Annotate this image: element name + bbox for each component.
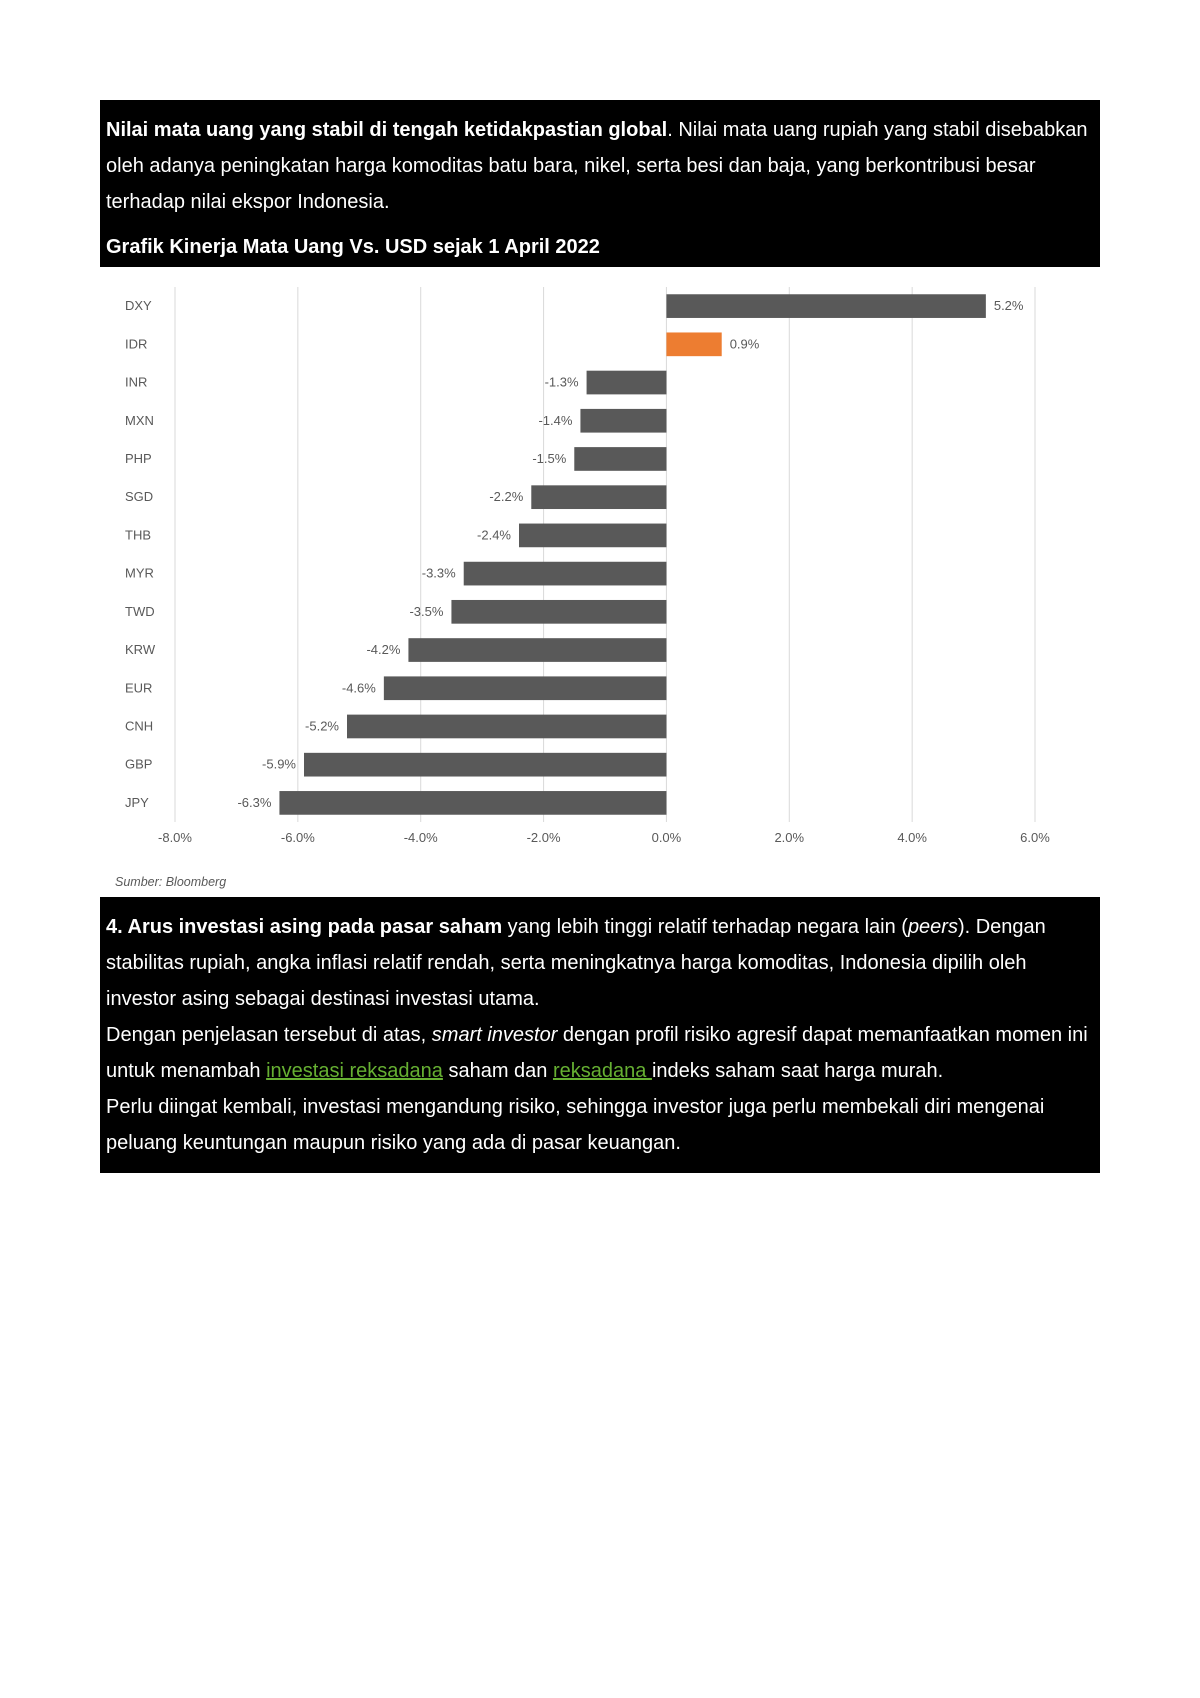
- value-label: -4.2%: [366, 642, 400, 657]
- bar-php: [574, 447, 666, 471]
- y-axis-label: IDR: [125, 336, 147, 351]
- bar-eur: [384, 676, 667, 700]
- chart-title: Grafik Kinerja Mata Uang Vs. USD sejak 1…: [100, 232, 1100, 267]
- bar-inr: [587, 371, 667, 395]
- x-axis-label: -2.0%: [527, 830, 561, 845]
- y-axis-label: MYR: [125, 566, 154, 581]
- y-axis-label: JPY: [125, 795, 149, 810]
- body-p1-italic: peers: [908, 916, 958, 938]
- bar-krw: [408, 638, 666, 662]
- bar-thb: [519, 524, 666, 548]
- y-axis-label: EUR: [125, 680, 152, 695]
- value-label: -1.5%: [532, 451, 566, 466]
- value-label: -5.2%: [305, 718, 339, 733]
- x-axis-label: -8.0%: [158, 830, 192, 845]
- bar-mxn: [580, 409, 666, 433]
- value-label: -5.9%: [262, 757, 296, 772]
- bar-cnh: [347, 715, 666, 739]
- bar-gbp: [304, 753, 666, 777]
- x-axis-label: 0.0%: [652, 830, 682, 845]
- value-label: 5.2%: [994, 298, 1024, 313]
- chart-svg: DXY 5.2% IDR 0.9% INR -1.3% MXN -1.4% PHP -1.5% SG…: [115, 277, 1085, 852]
- body-p1-bold: 4. Arus investasi asing pada pasar saham: [106, 916, 502, 938]
- y-axis-label: KRW: [125, 642, 156, 657]
- bar-twd: [451, 600, 666, 624]
- y-axis-label: CNH: [125, 718, 153, 733]
- value-label: -4.6%: [342, 680, 376, 695]
- y-axis-label: THB: [125, 527, 151, 542]
- y-axis-label: TWD: [125, 604, 155, 619]
- x-axis-label: 2.0%: [774, 830, 804, 845]
- value-label: -3.5%: [409, 604, 443, 619]
- bar-dxy: [666, 294, 985, 318]
- x-axis-label: -4.0%: [404, 830, 438, 845]
- y-axis-label: SGD: [125, 489, 153, 504]
- body-text: 4. Arus investasi asing pada pasar saham…: [100, 897, 1100, 1173]
- bar-myr: [464, 562, 667, 586]
- value-label: -2.4%: [477, 527, 511, 542]
- bar-idr: [666, 332, 721, 356]
- body-p3: Perlu diingat kembali, investasi mengand…: [106, 1089, 1094, 1161]
- value-label: -6.3%: [237, 795, 271, 810]
- link-investasi-reksadana[interactable]: investasi reksadana: [266, 1060, 443, 1082]
- body-p2-d: indeks saham saat harga murah.: [652, 1060, 943, 1082]
- x-axis-label: 6.0%: [1020, 830, 1050, 845]
- body-p2-italic: smart investor: [432, 1024, 558, 1046]
- value-label: -2.2%: [489, 489, 523, 504]
- intro-bold: Nilai mata uang yang stabil di tengah ke…: [106, 119, 667, 141]
- body-p1-a: yang lebih tinggi relatif terhadap negar…: [502, 916, 908, 938]
- bar-sgd: [531, 485, 666, 509]
- value-label: -1.3%: [545, 375, 579, 390]
- value-label: 0.9%: [730, 336, 760, 351]
- y-axis-label: GBP: [125, 757, 152, 772]
- chart-source: Sumber: Bloomberg: [100, 857, 1100, 897]
- value-label: -3.3%: [422, 566, 456, 581]
- bar-jpy: [279, 791, 666, 815]
- x-axis-label: -6.0%: [281, 830, 315, 845]
- currency-chart: DXY 5.2% IDR 0.9% INR -1.3% MXN -1.4% PHP -1.5% SG…: [100, 267, 1100, 857]
- y-axis-label: MXN: [125, 413, 154, 428]
- y-axis-label: INR: [125, 375, 147, 390]
- value-label: -1.4%: [538, 413, 572, 428]
- link-reksadana[interactable]: reksadana: [553, 1060, 652, 1082]
- y-axis-label: DXY: [125, 298, 152, 313]
- x-axis-label: 4.0%: [897, 830, 927, 845]
- body-p2-c: saham dan: [443, 1060, 553, 1082]
- body-p2-a: Dengan penjelasan tersebut di atas,: [106, 1024, 432, 1046]
- y-axis-label: PHP: [125, 451, 152, 466]
- intro-paragraph: Nilai mata uang yang stabil di tengah ke…: [100, 100, 1100, 232]
